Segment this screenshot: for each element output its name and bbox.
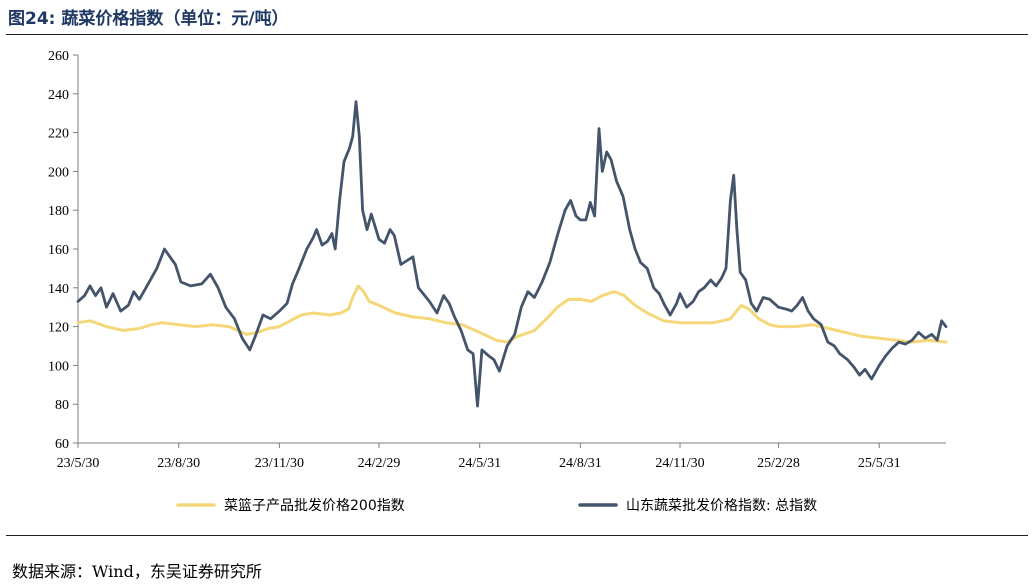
- x-tick-label: 25/5/31: [858, 456, 901, 471]
- chart-svg: 60 80 100 120 140 160 180 200 220 240 260 23/5/30 23…: [48, 49, 948, 514]
- y-tick-label: 240: [48, 88, 69, 103]
- x-tick-label: 24/8/31: [559, 456, 602, 471]
- y-tick-label: 180: [48, 204, 69, 219]
- series-layer: [76, 100, 948, 408]
- x-tick-label: 24/11/30: [655, 456, 704, 471]
- x-tick-label: 23/5/30: [57, 456, 100, 471]
- y-tick-label: 100: [48, 359, 69, 374]
- legend-label: 菜篮子产品批发价格200指数: [224, 498, 405, 514]
- y-tick-label: 80: [55, 398, 69, 413]
- y-tick-label: 200: [48, 165, 69, 180]
- chart-title: 图24: 蔬菜价格指数（单位：元/吨）: [8, 9, 289, 29]
- x-tick-label: 24/5/31: [458, 456, 501, 471]
- axes-layer: 60 80 100 120 140 160 180 200 220 240 260 23/5/30 23…: [48, 49, 946, 471]
- y-tick-label: 60: [55, 437, 69, 452]
- x-tick-label: 24/2/29: [358, 456, 401, 471]
- x-tick-label: 25/2/28: [757, 456, 800, 471]
- y-tick-label: 160: [48, 243, 69, 258]
- series-line-shandong-vegetable-index: [76, 100, 948, 408]
- top-rule: [6, 34, 1028, 35]
- y-tick-label: 260: [48, 49, 69, 64]
- y-tick-label: 140: [48, 282, 69, 297]
- legend: 菜篮子产品批发价格200指数 山东蔬菜批发价格指数: 总指数: [176, 498, 817, 514]
- legend-label: 山东蔬菜批发价格指数: 总指数: [626, 498, 817, 514]
- series-line-vegetable-basket-200-index: [76, 284, 948, 344]
- x-tick-label: 23/11/30: [255, 456, 304, 471]
- source-note: 数据来源：Wind，东吴证券研究所: [12, 562, 262, 581]
- y-tick-label: 220: [48, 127, 69, 142]
- bottom-rule: [6, 535, 1028, 536]
- y-tick-label: 120: [48, 321, 69, 336]
- x-tick-label: 23/8/30: [157, 456, 200, 471]
